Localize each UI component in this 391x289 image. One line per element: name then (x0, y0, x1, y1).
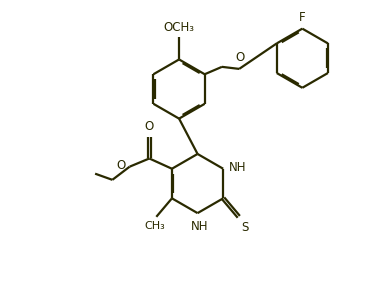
Text: O: O (145, 120, 154, 133)
Text: F: F (299, 11, 306, 24)
Text: CH₃: CH₃ (144, 221, 165, 231)
Text: NH: NH (228, 162, 246, 175)
Text: NH: NH (191, 220, 208, 233)
Text: OCH₃: OCH₃ (163, 21, 195, 34)
Text: O: O (116, 159, 126, 172)
Text: O: O (235, 51, 244, 64)
Text: S: S (241, 221, 248, 234)
